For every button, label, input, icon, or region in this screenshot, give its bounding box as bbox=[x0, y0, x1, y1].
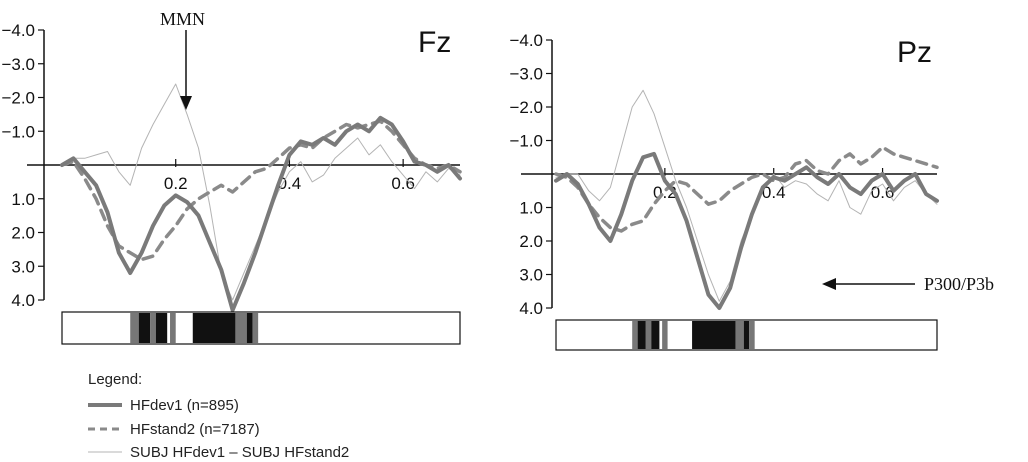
fz-y-tick-label: −2.0 bbox=[1, 89, 35, 108]
fz-significance-segment bbox=[192, 313, 236, 343]
fz-y-tick-label: 4.0 bbox=[11, 291, 35, 310]
pz-y-axis-ticks: −4.0 −3.0 −2.0 −1.0 1.0 2.0 3.0 4.0 bbox=[509, 31, 552, 318]
fz-significance-frame bbox=[61, 311, 461, 345]
pz-significance-segment bbox=[637, 321, 646, 349]
fz-y-axis-ticks: −4.0 −3.0 −2.0 −1.0 1.0 2.0 3.0 4.0 bbox=[1, 21, 44, 310]
legend: Legend: HFdev1 (n=895) HFstand2 (n=7187)… bbox=[88, 371, 349, 461]
legend-item-hfstand2: HFstand2 (n=7187) bbox=[130, 421, 260, 438]
pz-y-tick-label: −1.0 bbox=[509, 132, 543, 151]
pz-significance-segment bbox=[645, 321, 652, 349]
pz-x-tick-label: 0.4 bbox=[762, 183, 786, 202]
pz-axes bbox=[521, 40, 937, 308]
fz-significance-segment bbox=[155, 313, 168, 343]
fz-y-tick-label: −1.0 bbox=[1, 122, 35, 141]
pz-series-thick bbox=[554, 151, 939, 310]
fz-axes bbox=[27, 30, 460, 300]
fz-series-thick bbox=[60, 115, 462, 313]
pz-y-tick-label: 2.0 bbox=[519, 232, 543, 251]
legend-item-hfdev1: HFdev1 (n=895) bbox=[130, 397, 239, 414]
pz-significance-segment bbox=[749, 321, 755, 349]
legend-title: Legend: bbox=[88, 371, 142, 388]
fz-panel-title: Fz bbox=[418, 26, 451, 59]
pz-panel-title: Pz bbox=[897, 36, 932, 69]
pz-significance-segment bbox=[662, 321, 668, 349]
fz-panel: Fz −4.0−3.0−2.0−1.01.02.03.04.0 0.2 0.4 0.… bbox=[1, 21, 462, 345]
pz-significance-bar bbox=[555, 319, 938, 351]
fz-significance-segment bbox=[170, 313, 176, 343]
p300-label: P300/P3b bbox=[924, 274, 994, 294]
pz-y-tick-label: 1.0 bbox=[519, 199, 543, 218]
fz-y-tick-label: 2.0 bbox=[11, 224, 35, 243]
fz-x-axis-ticks: 0.2 0.4 0.6 bbox=[164, 159, 415, 193]
p300-arrow-head bbox=[822, 278, 836, 290]
fz-series bbox=[60, 83, 462, 313]
fz-y-tick-label: −4.0 bbox=[1, 21, 35, 40]
fz-significance-segment bbox=[138, 313, 151, 343]
fz-significance-segment bbox=[130, 313, 139, 343]
fz-significance-segment bbox=[252, 313, 259, 343]
pz-y-tick-label: −3.0 bbox=[509, 65, 543, 84]
fz-y-tick-label: 1.0 bbox=[11, 190, 35, 209]
pz-significance-segment bbox=[632, 321, 638, 349]
fz-significance-segment bbox=[150, 313, 156, 343]
fz-x-tick-label: 0.4 bbox=[278, 174, 302, 193]
pz-significance-segment bbox=[743, 321, 750, 349]
fz-x-tick-label: 0.6 bbox=[391, 174, 415, 193]
pz-y-tick-label: 3.0 bbox=[519, 266, 543, 285]
pz-y-tick-label: −4.0 bbox=[509, 31, 543, 50]
mmn-arrow-head bbox=[180, 96, 192, 110]
fz-y-tick-label: 3.0 bbox=[11, 257, 35, 276]
pz-y-tick-label: −2.0 bbox=[509, 98, 543, 117]
mmn-annotation: MMN bbox=[160, 9, 205, 110]
pz-series-dashed bbox=[554, 145, 939, 233]
p300-annotation: P300/P3b bbox=[822, 274, 994, 294]
pz-y-tick-label: 4.0 bbox=[519, 299, 543, 318]
fz-significance-bar bbox=[61, 311, 461, 345]
pz-significance-segment bbox=[651, 321, 660, 349]
pz-panel: Pz −4.0−3.0−2.0−1.01.02.03.04.0 0.2 0.4 0.… bbox=[509, 31, 939, 351]
fz-y-tick-label: −3.0 bbox=[1, 55, 35, 74]
fz-significance-segment bbox=[235, 313, 247, 343]
pz-significance-segment bbox=[735, 321, 744, 349]
pz-series bbox=[554, 89, 939, 310]
fz-series-dashed bbox=[60, 119, 462, 262]
fz-x-tick-label: 0.2 bbox=[164, 174, 188, 193]
pz-significance-segment bbox=[692, 321, 736, 349]
fz-significance-segment bbox=[246, 313, 253, 343]
mmn-label: MMN bbox=[160, 9, 205, 29]
legend-item-difference: SUBJ HFdev1 – SUBJ HFstand2 bbox=[130, 444, 349, 461]
